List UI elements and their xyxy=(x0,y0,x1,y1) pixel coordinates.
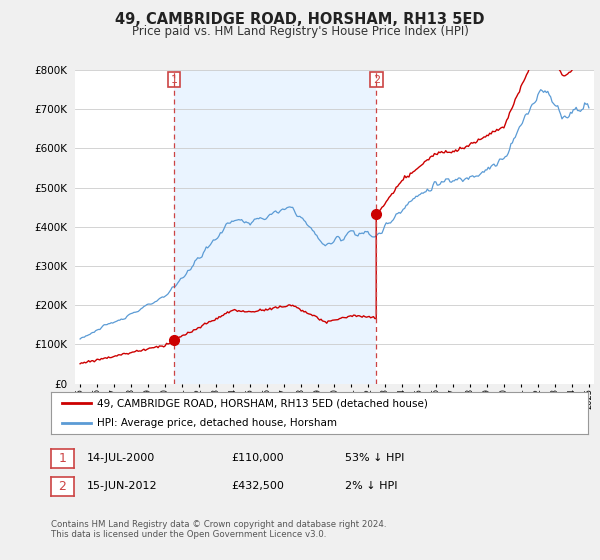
Text: 15-JUN-2012: 15-JUN-2012 xyxy=(87,482,158,491)
Text: 14-JUL-2000: 14-JUL-2000 xyxy=(87,454,155,463)
Text: 49, CAMBRIDGE ROAD, HORSHAM, RH13 5ED (detached house): 49, CAMBRIDGE ROAD, HORSHAM, RH13 5ED (d… xyxy=(97,398,428,408)
Text: 1: 1 xyxy=(170,74,178,85)
Text: 2% ↓ HPI: 2% ↓ HPI xyxy=(345,482,398,491)
Text: 49, CAMBRIDGE ROAD, HORSHAM, RH13 5ED: 49, CAMBRIDGE ROAD, HORSHAM, RH13 5ED xyxy=(115,12,485,27)
Text: 2: 2 xyxy=(58,480,67,493)
Text: £432,500: £432,500 xyxy=(231,482,284,491)
Bar xyxy=(174,70,376,384)
Text: £110,000: £110,000 xyxy=(231,454,284,463)
Text: Contains HM Land Registry data © Crown copyright and database right 2024.
This d: Contains HM Land Registry data © Crown c… xyxy=(51,520,386,539)
Text: 1: 1 xyxy=(58,452,67,465)
Text: Price paid vs. HM Land Registry's House Price Index (HPI): Price paid vs. HM Land Registry's House … xyxy=(131,25,469,38)
Text: HPI: Average price, detached house, Horsham: HPI: Average price, detached house, Hors… xyxy=(97,418,337,428)
Text: 2: 2 xyxy=(373,74,380,85)
Text: 53% ↓ HPI: 53% ↓ HPI xyxy=(345,454,404,463)
